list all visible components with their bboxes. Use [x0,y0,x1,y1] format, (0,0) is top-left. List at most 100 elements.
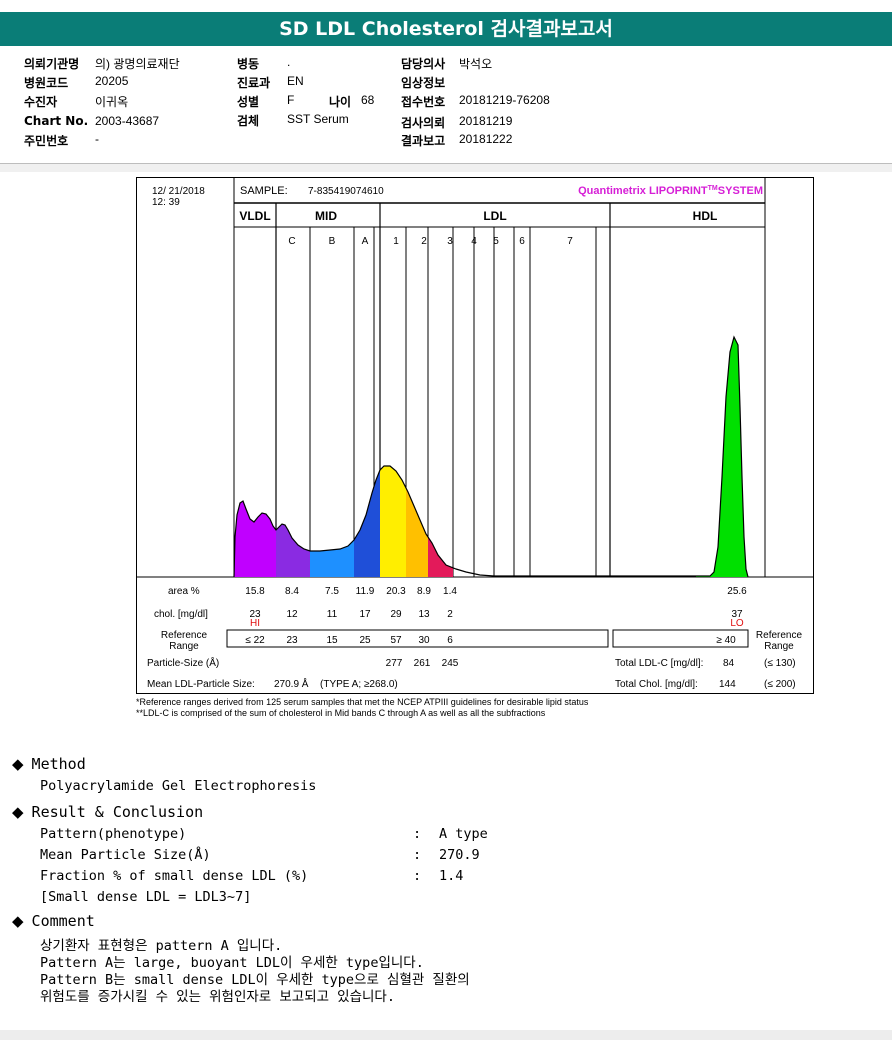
band-labels: C B A 1 2 3 4 5 6 7 [288,236,573,247]
reference-box-ldl [226,629,609,648]
chart-value: 2003-43687 [95,114,160,128]
area-label: area % [168,586,200,597]
comment-heading: ◆ Comment [12,912,95,930]
brand-system: SYSTEM [718,185,763,197]
reference-label-top: Reference [161,630,208,641]
comment-heading-text: Comment [31,912,95,930]
section-divider [0,163,892,172]
particle-size-value: 277 [386,658,403,669]
result-colon: : [413,868,422,884]
brand-name: Quantimetrix LIPOPRINT [578,185,708,197]
institution-value: 의) 광명의료재단 [95,57,180,71]
band-label-6: 6 [519,236,525,247]
diamond-bullet-icon: ◆ [12,803,24,821]
chol-value: 29 [390,609,402,620]
ward-label: 병동 [237,57,260,71]
chol-value: 12 [286,609,298,620]
clinical-label: 임상정보 [401,76,446,90]
chart-label: Chart No. [24,114,89,128]
result-label-fraction: Fraction % of small dense LDL (%) [40,868,309,884]
examinee-value: 이귀옥 [95,95,129,109]
particle-size-value: 245 [442,658,459,669]
area-value: 8.4 [285,586,299,597]
report-title: SD LDL Cholesterol 검사결과보고서 [0,12,892,46]
specimen-label: 검체 [237,114,260,128]
sex-value: F [287,93,295,107]
chol-label: chol. [mg/dl] [154,609,208,620]
comment-line: Pattern A는 large, buoyant LDL이 우세한 type입… [40,955,424,971]
footnote-ldl: **LDL-C is comprised of the sum of chole… [136,708,546,718]
sample-number: 7-835419074610 [308,186,384,197]
curve-fill-segment [276,524,310,577]
diamond-bullet-icon: ◆ [12,755,24,773]
particle-size-value: 261 [414,658,431,669]
curve-fill-segment [380,466,406,577]
result-value-pattern: A type [439,826,488,842]
page-footer-bar [0,1030,892,1040]
area-value: 1.4 [443,586,457,597]
lipoprotein-group-labels: VLDL MID LDL HDL [239,209,717,223]
reference-value: 6 [447,635,453,646]
reference-value: 57 [390,635,402,646]
result-label-pattern: Pattern(phenotype) [40,826,187,842]
curve-fill-segment [354,470,380,577]
diamond-bullet-icon: ◆ [12,912,24,930]
area-value: 8.9 [417,586,431,597]
cholesterol-row: 23 12 11 17 29 13 2 37 [249,609,743,620]
area-percent-row: 15.8 8.4 7.5 11.9 20.3 8.9 1.4 25.6 [245,586,747,597]
band-label-4: 4 [471,236,477,247]
reference-range-row: ≤ 22 23 15 25 57 30 6 [245,635,453,646]
area-value: 7.5 [325,586,339,597]
dept-value: EN [287,74,304,88]
band-label-2: 2 [421,236,427,247]
reference-right-top: Reference [756,630,803,641]
reference-value: 23 [286,635,298,646]
area-value: 15.8 [245,586,265,597]
brand-logo: Quantimetrix LIPOPRINTTMSYSTEM [578,185,763,197]
area-value: 11.9 [356,586,375,597]
institution-label: 의뢰기관명 [24,57,80,71]
area-value-hdl: 25.6 [727,586,747,597]
report-time: 12: 39 [152,197,180,208]
comment-line: Pattern B는 small dense LDL이 우세한 type으로 심… [40,972,470,988]
group-label-mid: MID [315,209,337,223]
doctor-value: 박석오 [459,57,493,71]
group-label-ldl: LDL [483,209,506,223]
band-label-c: C [288,236,295,247]
reference-value: 25 [359,635,371,646]
mean-size-label: Mean LDL-Particle Size: [147,679,255,690]
examinee-label: 수진자 [24,95,58,109]
ward-value: . [287,55,291,69]
age-value: 68 [361,93,375,107]
lo-flag: LO [730,618,744,629]
reference-box-hdl [612,629,749,648]
method-text: Polyacrylamide Gel Electrophoresis [40,778,317,794]
result-note: [Small dense LDL = LDL3~7] [40,889,252,905]
chol-value: 17 [359,609,371,620]
specimen-value: SST Serum [287,112,349,126]
band-label-3: 3 [447,236,453,247]
sex-label: 성별 [237,95,260,109]
reference-right-bottom: Range [764,641,794,652]
resident-label: 주민번호 [24,134,69,148]
total-chol-label: Total Chol. [mg/dl]: [615,679,698,690]
curve-outline [233,335,749,578]
report-value: 20181222 [459,132,513,146]
report-label: 결과보고 [401,134,446,148]
result-heading-text: Result & Conclusion [31,803,204,821]
comment-line: 위험도를 증가시킬 수 있는 위험인자로 보고되고 있습니다. [40,989,395,1005]
request-label: 검사의뢰 [401,116,446,130]
reference-value: ≤ 22 [245,635,265,646]
reference-hdl: ≥ 40 [716,635,736,646]
reference-value: 15 [326,635,338,646]
accession-label: 접수번호 [401,95,446,109]
hi-flag: HI [250,618,260,629]
chol-value: 11 [327,609,338,620]
result-colon: : [413,847,422,863]
request-value: 20181219 [459,114,513,128]
result-value-fraction: 1.4 [439,868,464,884]
chol-value: 13 [418,609,430,620]
hospital-code-label: 병원코드 [24,76,69,90]
chol-value: 2 [447,609,453,620]
group-label-vldl: VLDL [239,209,270,223]
